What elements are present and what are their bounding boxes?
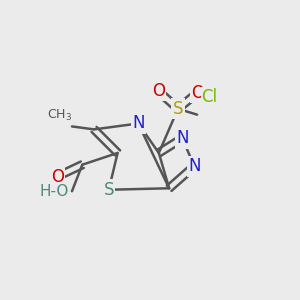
Text: Cl: Cl (202, 88, 218, 106)
Text: O: O (191, 84, 204, 102)
Text: H-O: H-O (40, 184, 69, 199)
Text: N: N (132, 115, 145, 133)
Text: S: S (103, 181, 114, 199)
Text: N: N (176, 129, 189, 147)
Text: O: O (51, 167, 64, 185)
Text: S: S (173, 100, 183, 118)
Text: O: O (152, 82, 165, 100)
Text: CH$_3$: CH$_3$ (47, 108, 72, 124)
Text: N: N (188, 157, 200, 175)
